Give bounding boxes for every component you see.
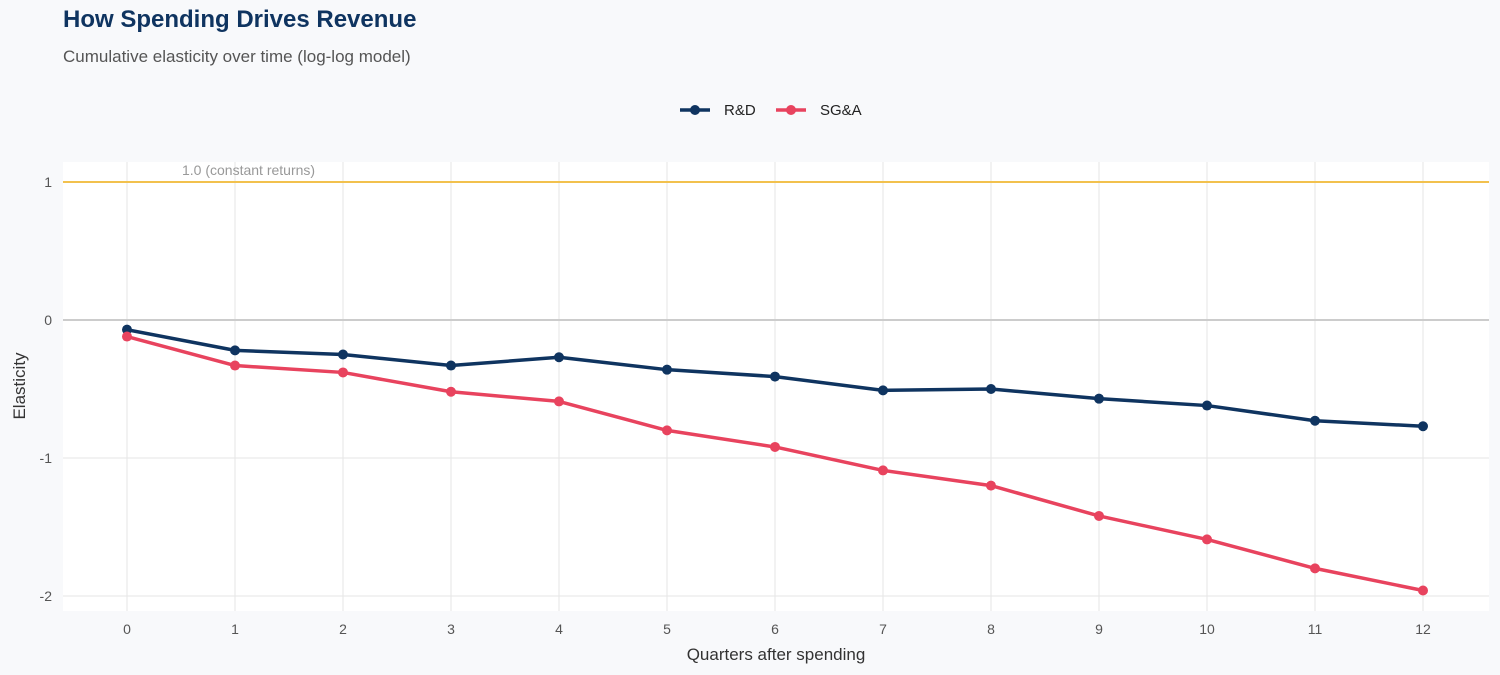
data-point (122, 324, 132, 335)
data-point (1202, 400, 1212, 411)
legend-label: SG&A (820, 102, 862, 119)
chart-subtitle: Cumulative elasticity over time (log-log… (63, 47, 411, 66)
x-tick-label: 5 (663, 621, 671, 637)
data-point (1202, 534, 1212, 545)
x-tick-label: 6 (771, 621, 779, 637)
data-point (878, 465, 888, 476)
x-tick-label: 11 (1308, 621, 1323, 637)
legend-key-point (786, 105, 796, 115)
data-point (230, 345, 240, 356)
data-point (770, 441, 780, 452)
data-point (1418, 421, 1428, 432)
data-point (338, 367, 348, 378)
x-tick-label: 0 (123, 621, 131, 637)
x-tick-label: 1 (231, 621, 239, 637)
legend-label: R&D (724, 102, 756, 119)
data-point (230, 360, 240, 371)
y-axis-label: Elasticity (10, 352, 29, 420)
data-point (770, 371, 780, 382)
data-point (1418, 585, 1428, 596)
y-tick-label: -2 (40, 588, 53, 604)
x-axis-label: Quarters after spending (687, 645, 866, 664)
data-point (1094, 393, 1104, 404)
y-tick-label: 1 (44, 174, 52, 190)
data-point (986, 384, 996, 394)
data-point (1310, 563, 1320, 574)
x-tick-label: 8 (987, 621, 995, 637)
data-point (338, 349, 348, 360)
data-point (1310, 415, 1320, 426)
x-tick-label: 3 (447, 621, 455, 637)
data-point (446, 360, 456, 371)
x-tick-label: 2 (339, 621, 347, 637)
data-point (878, 385, 888, 396)
data-point (554, 396, 564, 407)
data-point (662, 364, 672, 375)
data-point (662, 425, 672, 436)
plot-panel (63, 162, 1489, 611)
data-point (1094, 510, 1104, 521)
y-tick-label: 0 (44, 312, 52, 328)
reference-line-label: 1.0 (constant returns) (182, 162, 315, 178)
x-tick-label: 9 (1095, 621, 1103, 637)
data-point (122, 331, 132, 342)
x-tick-label: 7 (879, 621, 887, 637)
x-tick-label: 4 (555, 621, 563, 637)
data-point (986, 480, 996, 491)
legend-key-point (690, 105, 700, 115)
data-point (554, 352, 564, 363)
chart-title: How Spending Drives Revenue (63, 6, 417, 33)
data-point (446, 386, 456, 397)
x-tick-label: 10 (1199, 621, 1215, 637)
x-tick-label: 12 (1415, 621, 1431, 637)
y-tick-label: -1 (40, 450, 53, 466)
